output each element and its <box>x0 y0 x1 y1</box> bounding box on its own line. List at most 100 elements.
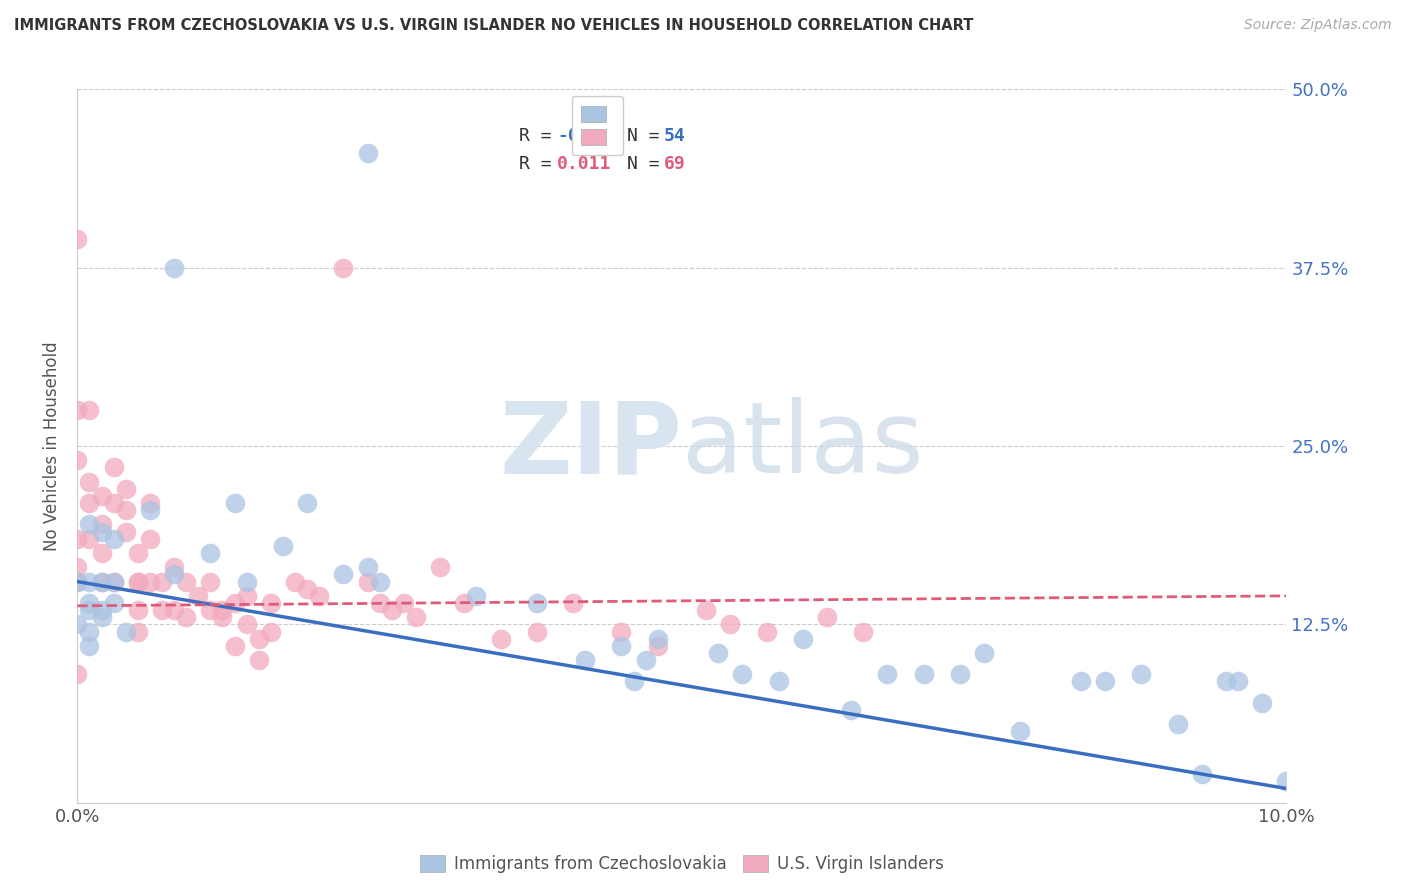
Point <box>79 603 101 617</box>
Point <box>1251 696 1274 710</box>
Point <box>79 496 101 510</box>
Point <box>90 574 112 589</box>
Point <box>453 596 475 610</box>
Point <box>163 603 186 617</box>
Point <box>114 503 136 517</box>
Point <box>381 603 404 617</box>
Point <box>79 624 101 639</box>
Point <box>526 596 548 610</box>
Point <box>200 546 222 560</box>
Point <box>90 489 112 503</box>
Point <box>174 610 197 624</box>
Point <box>66 532 89 546</box>
Point <box>79 596 101 610</box>
Point <box>66 560 89 574</box>
Point <box>150 603 173 617</box>
Point <box>139 496 162 510</box>
Point <box>1191 767 1213 781</box>
Point <box>79 517 101 532</box>
Text: N =: N = <box>627 155 671 173</box>
Point <box>647 632 669 646</box>
Text: R =: R = <box>519 127 562 145</box>
Point <box>127 574 149 589</box>
Point <box>90 524 112 539</box>
Point <box>768 674 790 689</box>
Point <box>211 603 233 617</box>
Point <box>90 610 112 624</box>
Point <box>356 560 378 574</box>
Point <box>103 460 125 475</box>
Point <box>103 532 125 546</box>
Point <box>489 632 512 646</box>
Point <box>260 624 283 639</box>
Point <box>368 574 391 589</box>
Point <box>127 624 149 639</box>
Point <box>66 617 89 632</box>
Point <box>66 574 89 589</box>
Point <box>150 574 173 589</box>
Point <box>695 603 717 617</box>
Text: Source: ZipAtlas.com: Source: ZipAtlas.com <box>1244 18 1392 32</box>
Text: 69: 69 <box>664 155 686 173</box>
Text: N =: N = <box>627 127 671 145</box>
Point <box>815 610 838 624</box>
Point <box>247 653 270 667</box>
Point <box>623 674 645 689</box>
Point <box>839 703 862 717</box>
Point <box>1070 674 1092 689</box>
Point <box>127 574 149 589</box>
Point <box>103 496 125 510</box>
Point <box>271 539 294 553</box>
Y-axis label: No Vehicles in Household: No Vehicles in Household <box>44 341 62 551</box>
Point <box>332 260 354 275</box>
Point <box>465 589 488 603</box>
Point <box>66 667 89 681</box>
Point <box>260 596 283 610</box>
Point <box>174 574 197 589</box>
Text: IMMIGRANTS FROM CZECHOSLOVAKIA VS U.S. VIRGIN ISLANDER NO VEHICLES IN HOUSEHOLD : IMMIGRANTS FROM CZECHOSLOVAKIA VS U.S. V… <box>14 18 973 33</box>
Point <box>127 603 149 617</box>
Point <box>634 653 657 667</box>
Point <box>949 667 972 681</box>
Point <box>574 653 596 667</box>
Point <box>429 560 451 574</box>
Point <box>224 639 246 653</box>
Point <box>1227 674 1250 689</box>
Point <box>308 589 330 603</box>
Point <box>66 453 89 467</box>
Text: -0.173: -0.173 <box>557 127 623 145</box>
Point <box>1167 717 1189 731</box>
Point <box>90 517 112 532</box>
Point <box>66 232 89 246</box>
Point <box>610 624 633 639</box>
Point <box>139 574 162 589</box>
Point <box>211 610 233 624</box>
Point <box>139 503 162 517</box>
Point <box>852 624 875 639</box>
Point <box>973 646 995 660</box>
Point <box>114 624 136 639</box>
Text: 0.011: 0.011 <box>557 155 612 173</box>
Point <box>163 567 186 582</box>
Point <box>332 567 354 582</box>
Point <box>405 610 427 624</box>
Point <box>139 532 162 546</box>
Point <box>66 403 89 417</box>
Point <box>1130 667 1153 681</box>
Point <box>792 632 814 646</box>
Point <box>235 589 257 603</box>
Point <box>295 496 318 510</box>
Point <box>79 639 101 653</box>
Point <box>235 617 257 632</box>
Point <box>90 603 112 617</box>
Point <box>356 146 378 161</box>
Point <box>755 624 778 639</box>
Legend: Immigrants from Czechoslovakia, U.S. Virgin Islanders: Immigrants from Czechoslovakia, U.S. Vir… <box>413 848 950 880</box>
Point <box>1010 724 1032 739</box>
Point <box>114 482 136 496</box>
Point <box>79 475 101 489</box>
Point <box>610 639 633 653</box>
Point <box>163 560 186 574</box>
Point <box>526 624 548 639</box>
Point <box>79 403 101 417</box>
